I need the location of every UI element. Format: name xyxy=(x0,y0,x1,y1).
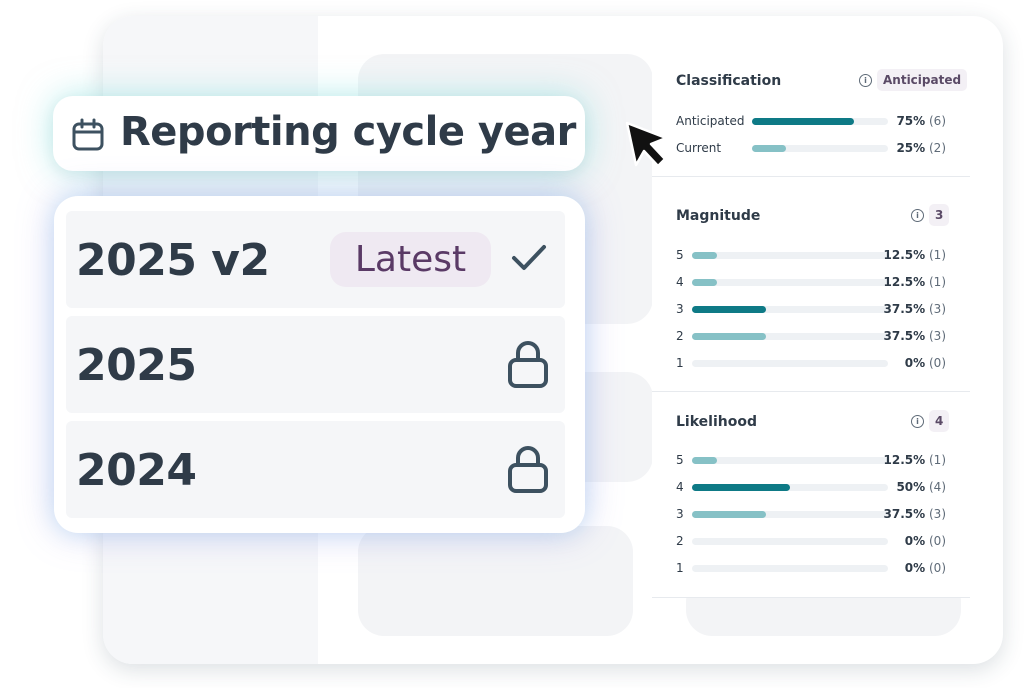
stat-row: Anticipated 75% (6) xyxy=(676,109,970,136)
progress-bar xyxy=(692,511,888,518)
classification-section: Classification i Anticipated Anticipated… xyxy=(652,54,970,177)
section-title: Classification xyxy=(676,73,782,89)
progress-bar xyxy=(692,538,888,545)
row-value: 37.5% (3) xyxy=(883,329,946,343)
reporting-cycle-selector[interactable]: Reporting cycle year xyxy=(53,96,585,171)
progress-fill xyxy=(752,118,854,125)
classification-badge: Anticipated xyxy=(877,69,968,91)
row-label: 3 xyxy=(676,507,684,521)
progress-bar xyxy=(692,457,888,464)
section-title: Likelihood xyxy=(676,414,757,430)
info-icon[interactable]: i xyxy=(911,209,924,222)
row-value: 37.5% (3) xyxy=(883,507,946,521)
stat-row: 1 0% (0) xyxy=(676,556,970,583)
row-value: 0% (0) xyxy=(904,561,946,575)
progress-fill xyxy=(692,457,717,464)
progress-fill xyxy=(752,145,786,152)
stat-row: 4 50% (4) xyxy=(676,475,970,502)
info-icon[interactable]: i xyxy=(911,415,924,428)
selector-title: Reporting cycle year xyxy=(120,109,576,155)
row-label: 5 xyxy=(676,248,684,262)
latest-badge: Latest xyxy=(330,232,491,287)
likelihood-section: Likelihood i 4 5 12.5% (1) 4 50% (4) 3 3… xyxy=(652,392,970,598)
row-label: 1 xyxy=(676,356,684,370)
row-value: 37.5% (3) xyxy=(883,302,946,316)
stat-row: 2 37.5% (3) xyxy=(676,324,970,351)
row-label: 3 xyxy=(676,302,684,316)
row-value: 12.5% (1) xyxy=(883,275,946,289)
row-label: 4 xyxy=(676,275,684,289)
progress-bar xyxy=(692,306,888,313)
content-placeholder xyxy=(358,526,633,636)
cursor-arrow-icon xyxy=(625,121,668,168)
info-icon[interactable]: i xyxy=(859,74,872,87)
section-title: Magnitude xyxy=(676,208,761,224)
progress-fill xyxy=(692,511,766,518)
stat-row: 3 37.5% (3) xyxy=(676,502,970,529)
year-dropdown: 2025 v2 Latest 2025 2024 xyxy=(54,196,585,533)
likelihood-badge: 4 xyxy=(929,410,950,432)
row-value: 0% (0) xyxy=(904,534,946,548)
lock-icon xyxy=(508,341,548,388)
stat-row: 2 0% (0) xyxy=(676,529,970,556)
row-value: 12.5% (1) xyxy=(883,248,946,262)
progress-bar xyxy=(692,565,888,572)
row-value: 50% (4) xyxy=(896,480,946,494)
stat-row: 5 12.5% (1) xyxy=(676,243,970,270)
magnitude-badge: 3 xyxy=(929,204,950,226)
row-label: Anticipated xyxy=(676,114,745,128)
year-option[interactable]: 2024 xyxy=(66,421,565,518)
progress-bar xyxy=(692,333,888,340)
progress-fill xyxy=(692,279,717,286)
stats-panel: Classification i Anticipated Anticipated… xyxy=(652,54,970,598)
progress-fill xyxy=(692,306,766,313)
stat-row: 4 12.5% (1) xyxy=(676,270,970,297)
progress-bar xyxy=(692,252,888,259)
progress-fill xyxy=(692,484,790,491)
progress-bar xyxy=(752,118,888,125)
progress-bar xyxy=(692,484,888,491)
progress-fill xyxy=(692,333,766,340)
stat-row: 5 12.5% (1) xyxy=(676,448,970,475)
year-option[interactable]: 2025 v2 Latest xyxy=(66,211,565,308)
check-icon xyxy=(512,245,546,270)
stat-row: 1 0% (0) xyxy=(676,351,970,378)
year-option-label: 2025 xyxy=(76,340,197,391)
row-value: 0% (0) xyxy=(904,356,946,370)
row-label: 2 xyxy=(676,534,684,548)
progress-bar xyxy=(752,145,888,152)
row-value: 12.5% (1) xyxy=(883,453,946,467)
row-label: 4 xyxy=(676,480,684,494)
progress-bar xyxy=(692,279,888,286)
row-value: 25% (2) xyxy=(896,141,946,155)
row-label: 5 xyxy=(676,453,684,467)
stat-row: Current 25% (2) xyxy=(676,136,970,163)
progress-bar xyxy=(692,360,888,367)
row-label: 2 xyxy=(676,329,684,343)
lock-icon xyxy=(508,446,548,493)
year-option-label: 2024 xyxy=(76,445,197,496)
row-label: Current xyxy=(676,141,722,155)
row-label: 1 xyxy=(676,561,684,575)
calendar-icon xyxy=(72,118,104,151)
year-option-label: 2025 v2 xyxy=(76,235,270,286)
year-option[interactable]: 2025 xyxy=(66,316,565,413)
stat-row: 3 37.5% (3) xyxy=(676,297,970,324)
progress-fill xyxy=(692,252,717,259)
magnitude-section: Magnitude i 3 5 12.5% (1) 4 12.5% (1) 3 … xyxy=(652,177,970,392)
row-value: 75% (6) xyxy=(896,114,946,128)
